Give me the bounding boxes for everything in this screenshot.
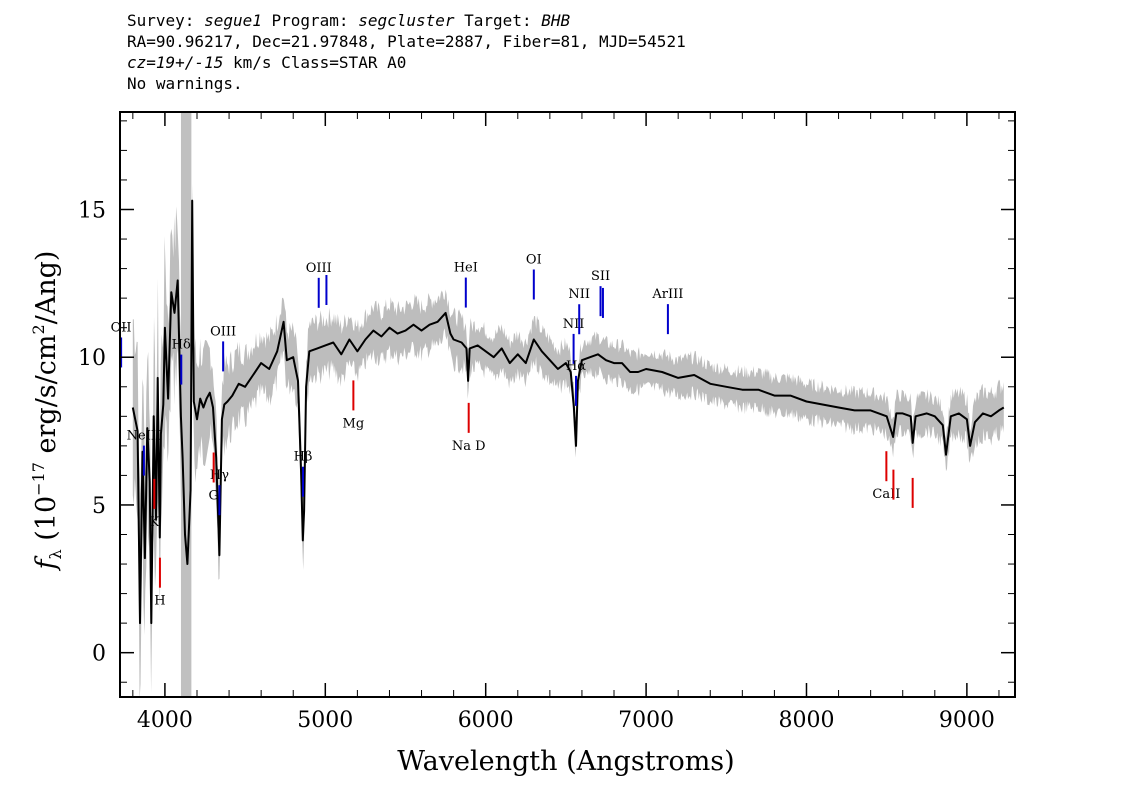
absorption-line-label: H	[154, 594, 165, 609]
x-tick-label: 7000	[618, 708, 674, 733]
ticks-layer: 4000 5000 6000 7000 8000 9000 0 5 10 15	[78, 112, 1015, 733]
emission-line-label: SII	[591, 269, 610, 284]
absorption-line-label: CaII	[872, 487, 900, 502]
y-tick-label: 5	[92, 494, 106, 519]
y-tick-label: 10	[78, 346, 106, 371]
emission-line-label: OI	[526, 253, 542, 268]
masked-region-layer	[180, 112, 192, 697]
target-name: BHB	[541, 11, 571, 30]
emission-line-label: Hδ	[172, 338, 191, 353]
svg-text:fλ (10−17 erg/s/cm2/Ang): fλ (10−17 erg/s/cm2/Ang)	[29, 251, 65, 572]
y-tick-label: 15	[78, 199, 106, 224]
x-tick-label: 8000	[778, 708, 834, 733]
emission-line-label: Hγ	[210, 468, 229, 483]
emission-line-label: Hα	[566, 359, 586, 374]
absorption-line-label: G	[208, 489, 218, 504]
plot-frame	[119, 111, 1016, 698]
x-axis-label: Wavelength (Angstroms)	[397, 746, 734, 777]
x-tick-label: 9000	[939, 708, 995, 733]
error-band	[132, 184, 1004, 697]
emission-line-label: NII	[563, 317, 585, 332]
flux-line	[131, 199, 1005, 625]
x-tick-label: 4000	[137, 708, 193, 733]
emission-line-label: OIII	[210, 324, 236, 339]
x-tick-label: 6000	[458, 708, 514, 733]
emission-line-label: NII	[568, 287, 590, 302]
header-redshift-line: cz=19+/-15 km/s Class=STAR A0	[127, 53, 407, 72]
redshift-value: cz=19+/-15	[127, 53, 224, 72]
spectrum-header: Survey: segue1 Program: segcluster Targe…	[127, 10, 1007, 94]
header-coords-line: RA=90.96217, Dec=21.97848, Plate=2887, F…	[127, 32, 686, 51]
axes-frame	[119, 111, 1016, 698]
program-name: segcluster	[358, 11, 455, 30]
absorption-line-label: Mg	[343, 416, 365, 431]
y-tick-label: 0	[92, 642, 106, 667]
header-warnings-line: No warnings.	[127, 74, 243, 93]
emission-line-label: HeI	[454, 261, 478, 276]
y-axis-label: fλ (10−17 erg/s/cm2/Ang)	[29, 251, 65, 572]
absorption-line-label: Na D	[452, 439, 486, 454]
absorption-line-label: K	[149, 515, 159, 530]
error-band-layer	[132, 184, 1004, 697]
emission-line-label: OIII	[306, 261, 332, 276]
survey-name: segue1	[204, 11, 262, 30]
emission-line-label: ArIII	[651, 287, 683, 302]
x-tick-label: 5000	[297, 708, 353, 733]
flux-layer	[131, 199, 1005, 625]
header-survey-line: Survey: segue1 Program: segcluster Targe…	[127, 11, 571, 30]
masked-region	[180, 112, 192, 697]
emission-line-label: NeIII	[127, 429, 161, 444]
emission-line-label: Hβ	[294, 450, 313, 465]
